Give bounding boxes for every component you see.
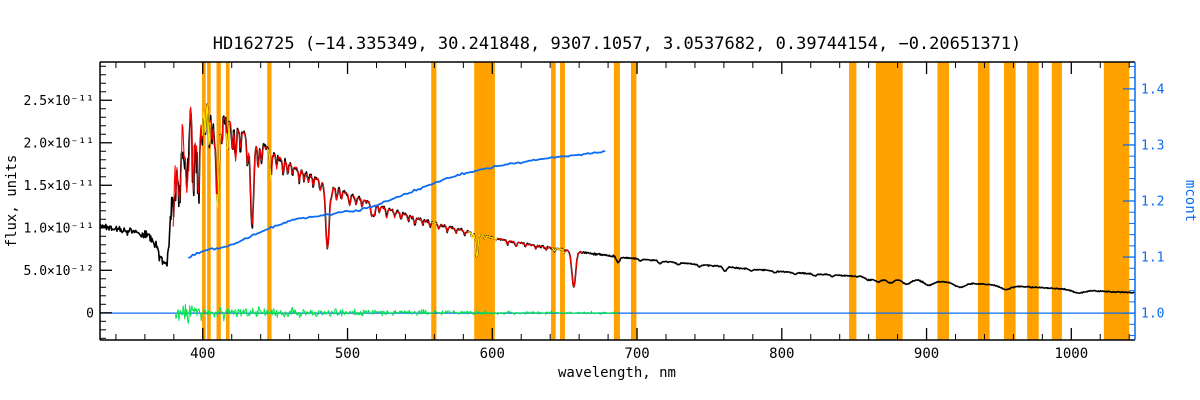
x-axis-label: wavelength, nm (558, 365, 676, 381)
mask-band (225, 62, 230, 340)
mask-band (267, 62, 272, 340)
mcont-tick-label: 1.2 (1141, 195, 1164, 210)
model-masked-segment (267, 148, 273, 180)
flux-tick-label: 0 (86, 306, 94, 321)
mcont-tick-label: 1.3 (1141, 138, 1164, 153)
flux-tick-label: 2.0×10⁻¹¹ (24, 136, 94, 151)
mcont-series (188, 150, 606, 259)
model-masked-segment (201, 103, 211, 145)
mask-band (977, 62, 990, 340)
model-masked-segment (551, 247, 566, 254)
data-series-layer (99, 103, 1135, 324)
x-tick-label: 800 (769, 346, 794, 362)
x-tick-label: 500 (335, 346, 360, 362)
mask-band (560, 62, 565, 340)
model-masked-segment (225, 122, 230, 151)
model-masked-segment (216, 134, 222, 208)
mask-band (849, 62, 857, 340)
x-tick-label: 400 (190, 346, 215, 362)
axes-layer: 400 500 600 700 800 900 1000 0 5.0×10⁻¹² 1.0×10⁻¹… (24, 61, 1165, 362)
mask-band (1027, 62, 1039, 340)
mask-regions-layer (202, 62, 1130, 340)
model-masked-segment (431, 221, 437, 225)
y-axis-left-label: flux, units (4, 155, 20, 248)
mask-band (1003, 62, 1016, 340)
mask-band (551, 62, 556, 340)
x-tick-label: 600 (480, 346, 505, 362)
mcont-tick-label: 1.0 (1141, 307, 1164, 322)
mask-band (630, 62, 637, 340)
residual-series (174, 303, 618, 324)
mcont-tick-label: 1.4 (1141, 82, 1165, 97)
flux-tick-label: 1.5×10⁻¹¹ (24, 179, 94, 194)
x-tick-label: 700 (624, 346, 649, 362)
mask-band (474, 62, 495, 340)
model-spectrum-series (172, 104, 584, 288)
flux-tick-label: 1.0×10⁻¹¹ (24, 221, 94, 236)
x-tick-label: 900 (914, 346, 939, 362)
mcont-tick-label: 1.1 (1141, 251, 1164, 266)
flux-tick-label: 2.5×10⁻¹¹ (24, 94, 94, 109)
mask-band (202, 62, 206, 340)
mask-band (613, 62, 620, 340)
mask-band (1051, 62, 1062, 340)
mask-band (937, 62, 949, 340)
mask-band (875, 62, 903, 340)
x-tick-label: 1000 (1054, 346, 1088, 362)
mask-band (431, 62, 437, 340)
model-masked-segment (468, 231, 498, 258)
plot-title: HD162725 (−14.335349, 30.241848, 9307.10… (213, 34, 1022, 54)
y-axis-right-label: mcont (1182, 180, 1198, 222)
flux-tick-label: 5.0×10⁻¹² (24, 264, 94, 279)
mask-band (207, 62, 211, 340)
